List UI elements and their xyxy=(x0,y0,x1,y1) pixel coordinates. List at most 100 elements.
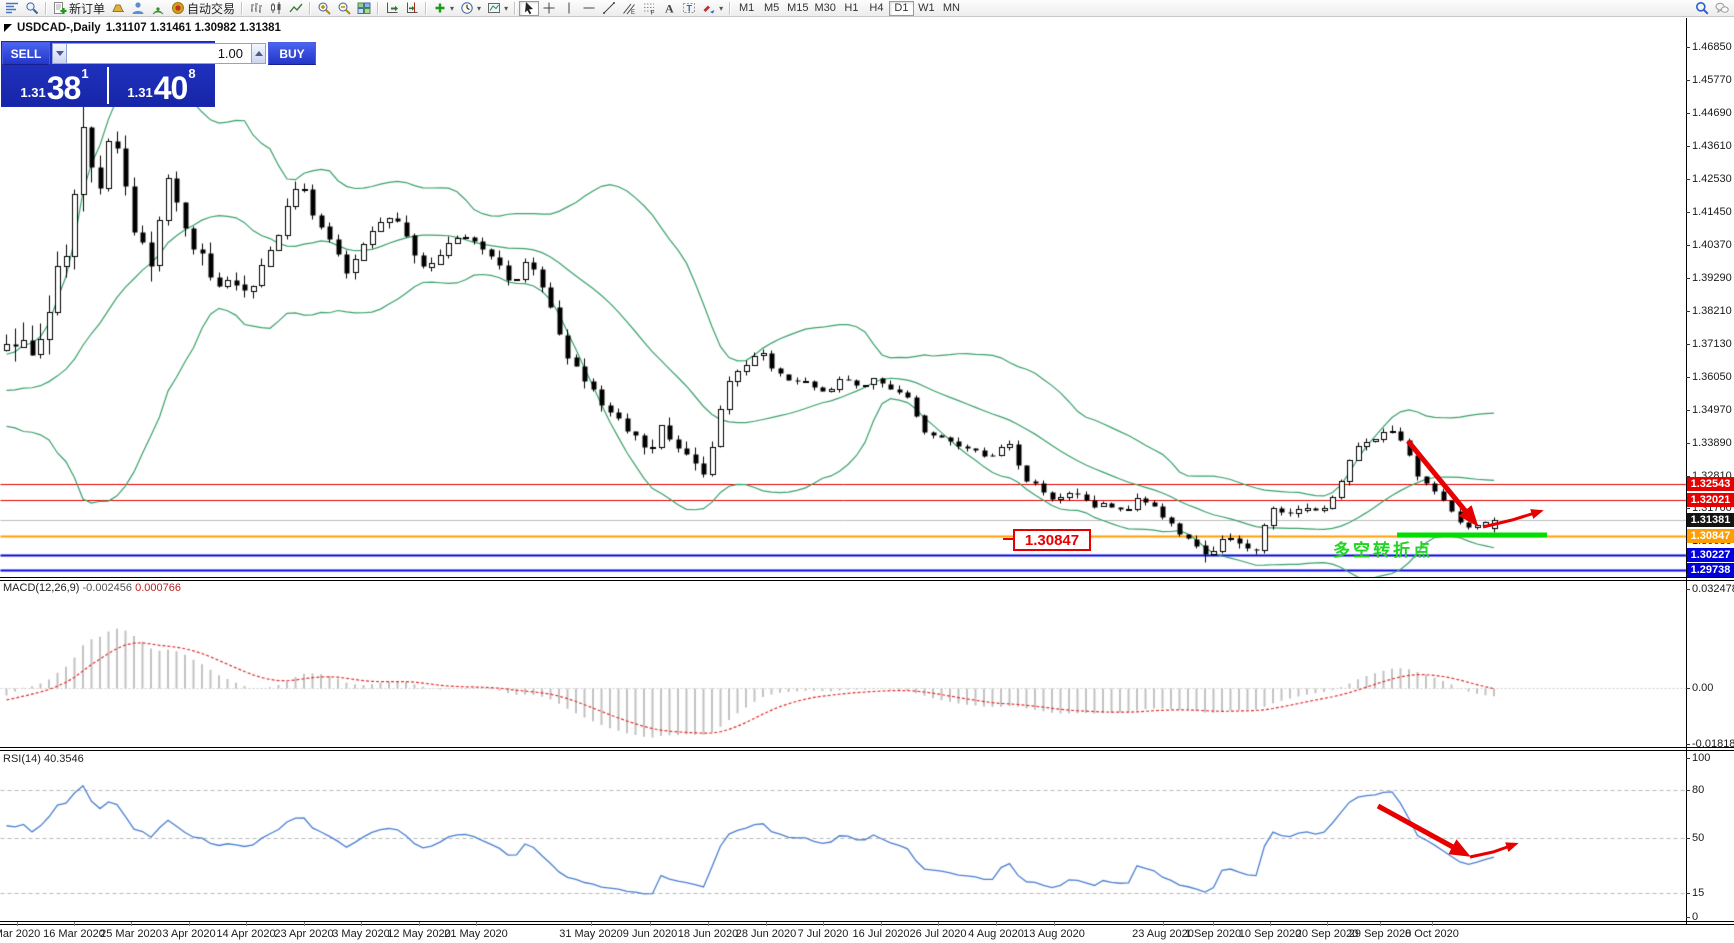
toolbar-tile-windows-button[interactable] xyxy=(354,1,374,16)
date-tick-mark xyxy=(650,922,651,926)
price-tick-mark xyxy=(1686,212,1690,213)
fibonacci-icon: F xyxy=(642,1,656,15)
tile-windows-icon xyxy=(357,1,371,15)
toolbar-text-button[interactable]: A xyxy=(659,1,679,16)
date-label: 29 Sep 2020 xyxy=(1348,928,1412,940)
date-label: 18 Jun 2020 xyxy=(677,928,739,940)
date-tick-mark xyxy=(189,922,190,926)
svg-text:A: A xyxy=(665,2,674,16)
support-price-label[interactable]: 1.30847 xyxy=(1003,529,1091,551)
timeframe-mn-button[interactable]: MN xyxy=(939,1,964,16)
data-window-icon xyxy=(25,1,39,15)
shapes-icon xyxy=(702,1,716,15)
price-tick-label: 1.46850 xyxy=(1692,41,1732,53)
price-tick-mark xyxy=(1686,80,1690,81)
text-icon: A xyxy=(662,1,676,16)
toolbar-fibonacci-button[interactable]: F xyxy=(639,1,659,16)
toolbar-zoom-out-button[interactable] xyxy=(334,1,354,16)
triangle-down-icon xyxy=(55,51,64,56)
toolbar-horizontal-line-button[interactable] xyxy=(579,1,599,16)
price-tick-mark xyxy=(1686,410,1690,411)
toolbar-cursor-button[interactable] xyxy=(519,0,540,16)
toolbar-chat-button[interactable] xyxy=(1712,1,1732,16)
date-label: 9 Jun 2020 xyxy=(622,928,678,940)
toolbar-bar-chart-button[interactable] xyxy=(246,1,266,16)
toolbar-autotrading-button[interactable]: 自动交易 xyxy=(168,1,238,16)
timeframe-m1-button[interactable]: M1 xyxy=(734,1,759,16)
timeframe-h4-button[interactable]: H4 xyxy=(864,1,889,16)
svg-text:F: F xyxy=(651,10,655,16)
toolbar-crosshair-button[interactable] xyxy=(539,1,559,16)
community-icon xyxy=(131,1,145,15)
price-tick-mark xyxy=(1686,311,1690,312)
new-order-icon xyxy=(53,1,67,15)
toolbar-button-label: 自动交易 xyxy=(187,1,236,16)
timeframe-h1-button[interactable]: H1 xyxy=(839,1,864,16)
date-tick-mark xyxy=(1270,922,1271,926)
toolbar-indicators-button[interactable]: ▾ xyxy=(430,1,457,16)
toolbar-market-watch-button[interactable] xyxy=(2,1,22,16)
pane-separator xyxy=(0,924,1734,925)
turning-point-text[interactable]: 多空转折点 xyxy=(1333,541,1433,560)
macd-indicator-label: MACD(12,26,9) -0.002456 0.000766 xyxy=(3,582,181,594)
toolbar-button-label: 新订单 xyxy=(69,1,106,16)
toolbar-new-order-button[interactable]: 新订单 xyxy=(50,1,108,16)
toolbar-shapes-button[interactable]: ▾ xyxy=(699,1,726,16)
sell-price-display[interactable]: 1.31 38 1 xyxy=(20,66,89,106)
chart-title: USDCAD-,Daily 1.31107 1.31461 1.30982 1.… xyxy=(4,22,281,34)
candlestick-chart-icon xyxy=(269,1,283,15)
timeframe-m15-button[interactable]: M15 xyxy=(784,1,811,16)
toolbar-candlestick-chart-button[interactable] xyxy=(266,1,286,16)
date-tick-mark xyxy=(304,922,305,926)
timeframe-w1-button[interactable]: W1 xyxy=(914,1,939,16)
macd-tick-mark xyxy=(1686,744,1690,745)
sell-button[interactable]: SELL xyxy=(2,42,50,65)
buy-button[interactable]: BUY xyxy=(268,42,316,65)
toolbar-zoom-in-button[interactable] xyxy=(314,1,334,16)
date-label: 12 May 2020 xyxy=(387,928,451,940)
price-tick-label: 1.42530 xyxy=(1692,173,1732,185)
triangle-up-icon xyxy=(254,51,263,56)
rsi-scale-label: 15 xyxy=(1692,887,1705,899)
timeframe-d1-button[interactable]: D1 xyxy=(888,0,914,16)
timeframe-m5-button[interactable]: M5 xyxy=(759,1,784,16)
chevron-down-icon: ▾ xyxy=(477,3,482,13)
price-tick-mark xyxy=(1686,179,1690,180)
timeframe-m30-button[interactable]: M30 xyxy=(812,1,839,16)
toolbar-data-window-button[interactable] xyxy=(22,1,42,16)
rsi-tick-mark xyxy=(1686,917,1690,918)
toolbar-auto-scroll-button[interactable] xyxy=(382,1,402,16)
toolbar-search-button[interactable] xyxy=(1692,1,1712,16)
toolbar-line-chart-button[interactable] xyxy=(286,1,306,16)
price-tick-mark xyxy=(1686,113,1690,114)
toolbar-signals-button[interactable] xyxy=(148,1,168,16)
date-label: 3 Apr 2020 xyxy=(162,928,216,940)
macd-scale-label: 0.032478 xyxy=(1692,583,1734,595)
toolbar-expert-advisors-button[interactable] xyxy=(108,1,128,16)
equidistant-channel-icon: E xyxy=(622,1,636,15)
toolbar-separator xyxy=(729,1,732,15)
volume-increase-button[interactable] xyxy=(251,43,266,64)
volume-decrease-button[interactable] xyxy=(52,43,67,64)
toolbar-vertical-line-button[interactable] xyxy=(559,1,579,16)
volume-input[interactable] xyxy=(67,43,251,64)
date-label: 1 Sep 2020 xyxy=(1184,928,1242,940)
toolbar-text-label-button[interactable]: T xyxy=(679,1,699,16)
toolbar-periods-button[interactable]: ▾ xyxy=(457,1,484,16)
date-tick-mark xyxy=(708,922,709,926)
toolbar-chart-shift-button[interactable] xyxy=(402,1,422,16)
toolbar-trendline-button[interactable] xyxy=(599,1,619,16)
toolbar-separator xyxy=(514,1,517,15)
toolbar-separator xyxy=(241,1,244,15)
macd-scale-label: -0.018182 xyxy=(1692,738,1734,750)
toolbar-community-button[interactable] xyxy=(128,1,148,16)
toolbar-equidistant-channel-button[interactable]: E xyxy=(619,1,639,16)
buy-price-display[interactable]: 1.31 40 8 xyxy=(127,66,196,106)
zoom-in-icon xyxy=(317,1,331,15)
macd-main-value: -0.002456 xyxy=(82,582,133,594)
price-tick-label: 1.36050 xyxy=(1692,371,1732,383)
chart-shift-icon xyxy=(405,1,419,15)
toolbar-templates-button[interactable]: ▾ xyxy=(484,1,511,16)
date-tick-mark xyxy=(996,922,997,926)
